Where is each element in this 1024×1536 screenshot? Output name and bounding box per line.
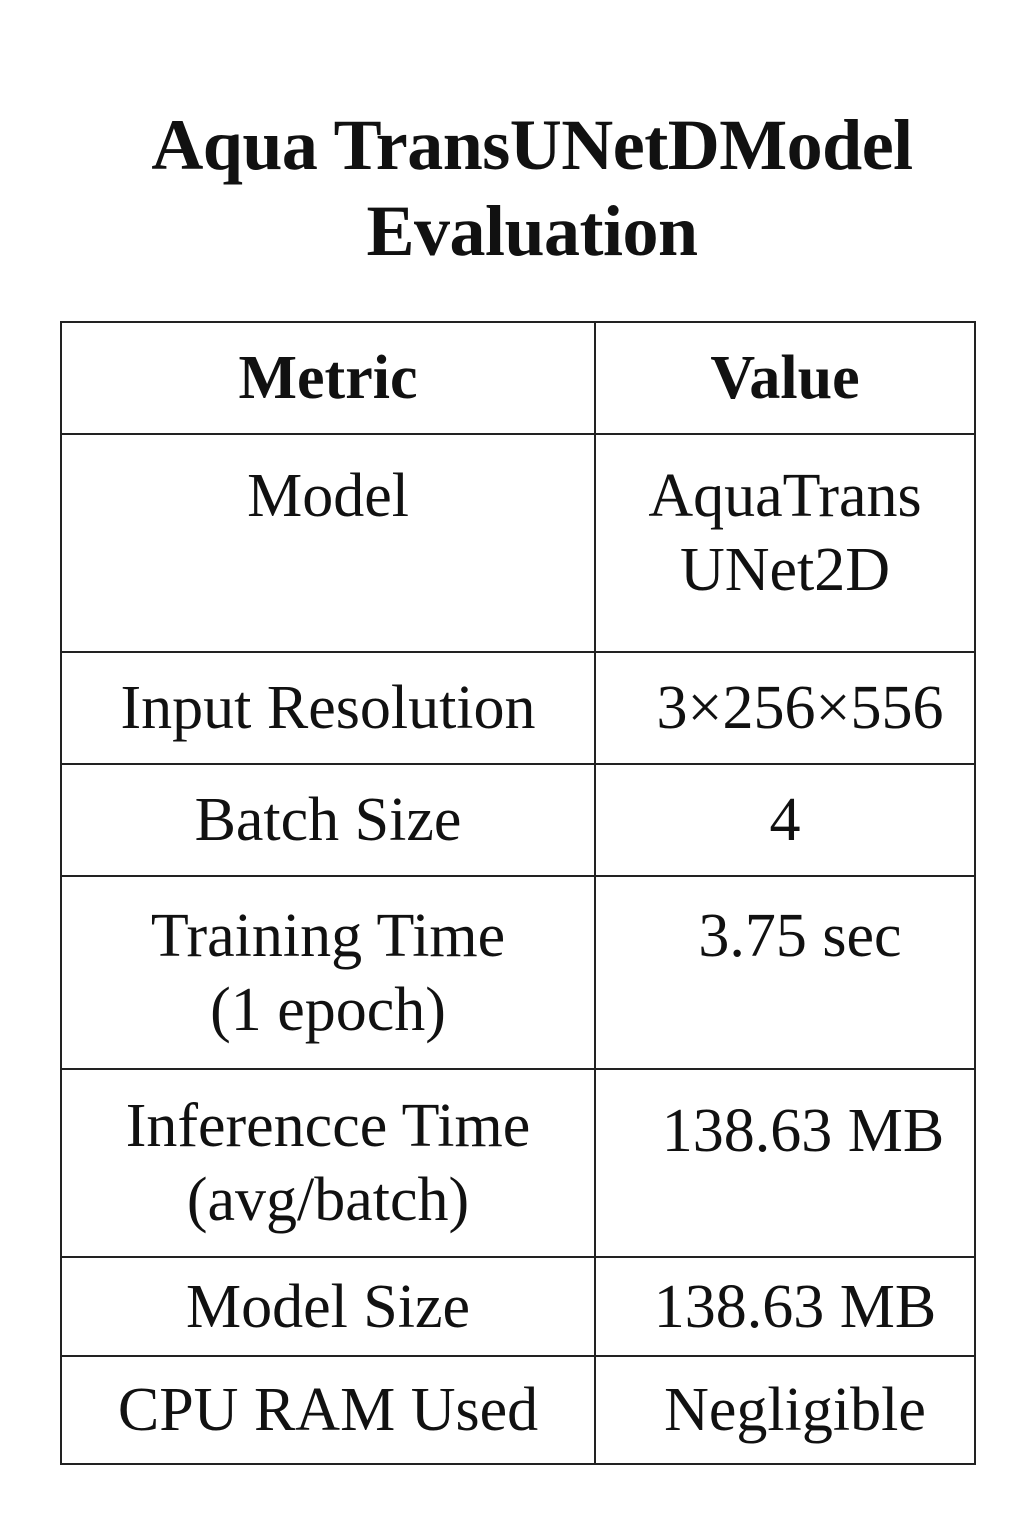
metric-cell: CPU RAM Used [60,1355,596,1465]
metric-cell: Model [60,433,596,653]
metric-text: CPU RAM Used [117,1376,539,1444]
value-cell: 138.63 MB [594,1256,976,1357]
value-cell: 4 [594,763,976,877]
metric-text: Training Time [150,901,506,970]
table-row: Input Resolution 3×256×556 [60,651,976,765]
metric-text: (1 epoch) [210,975,446,1044]
table-row: Batch Size 4 [60,763,976,877]
value-cell: 3×256×556 [594,651,976,765]
metric-text: Model Size [185,1272,471,1341]
value-cell: 3.75 sec [594,875,976,1070]
value-text: 3.75 sec [698,902,902,970]
value-cell: 138.63 MB [594,1068,976,1258]
evaluation-table-container: Metric Value Model AquaTrans UNet2D Inpu… [60,321,976,1465]
table-header-row: Metric Value [60,321,976,435]
value-cell: Negligible [594,1355,976,1465]
page-title: Aqua TransUNetDModel Evaluation [0,102,1024,274]
table-row: Training Time (1 epoch) 3.75 sec [60,875,976,1070]
table-row: Inferencce Time (avg/batch) 138.63 MB [60,1068,976,1258]
title-line-2: Evaluation [366,191,698,271]
metric-text: Input Resolution [120,674,536,742]
title-line-1: Aqua TransUNetDModel [151,105,913,185]
metric-cell: Batch Size [60,763,596,877]
column-header-metric: Metric [60,321,596,435]
metric-text: Inferencce Time [125,1092,531,1160]
table-row: Model Size 138.63 MB [60,1256,976,1357]
value-text: 138.63 MB [653,1272,937,1341]
value-text: Negligible [664,1376,926,1444]
value-text: UNet2D [679,536,891,604]
metric-cell: Inferencce Time (avg/batch) [60,1068,596,1258]
value-text: 3×256×556 [656,674,944,742]
table-row: Model AquaTrans UNet2D [60,433,976,653]
metric-cell: Training Time (1 epoch) [60,875,596,1070]
column-header-value: Value [594,321,976,435]
metric-text: (avg/batch) [186,1166,470,1234]
evaluation-table: Metric Value Model AquaTrans UNet2D Inpu… [60,321,976,1465]
value-text: 4 [769,786,801,854]
value-text: 138.63 MB [661,1097,945,1165]
metric-cell: Model Size [60,1256,596,1357]
metric-cell: Input Resolution [60,651,596,765]
value-cell: AquaTrans UNet2D [594,433,976,653]
metric-text: Model [247,462,409,530]
value-text: AquaTrans [648,462,922,530]
metric-text: Batch Size [194,786,462,854]
table-row: CPU RAM Used Negligible [60,1355,976,1465]
